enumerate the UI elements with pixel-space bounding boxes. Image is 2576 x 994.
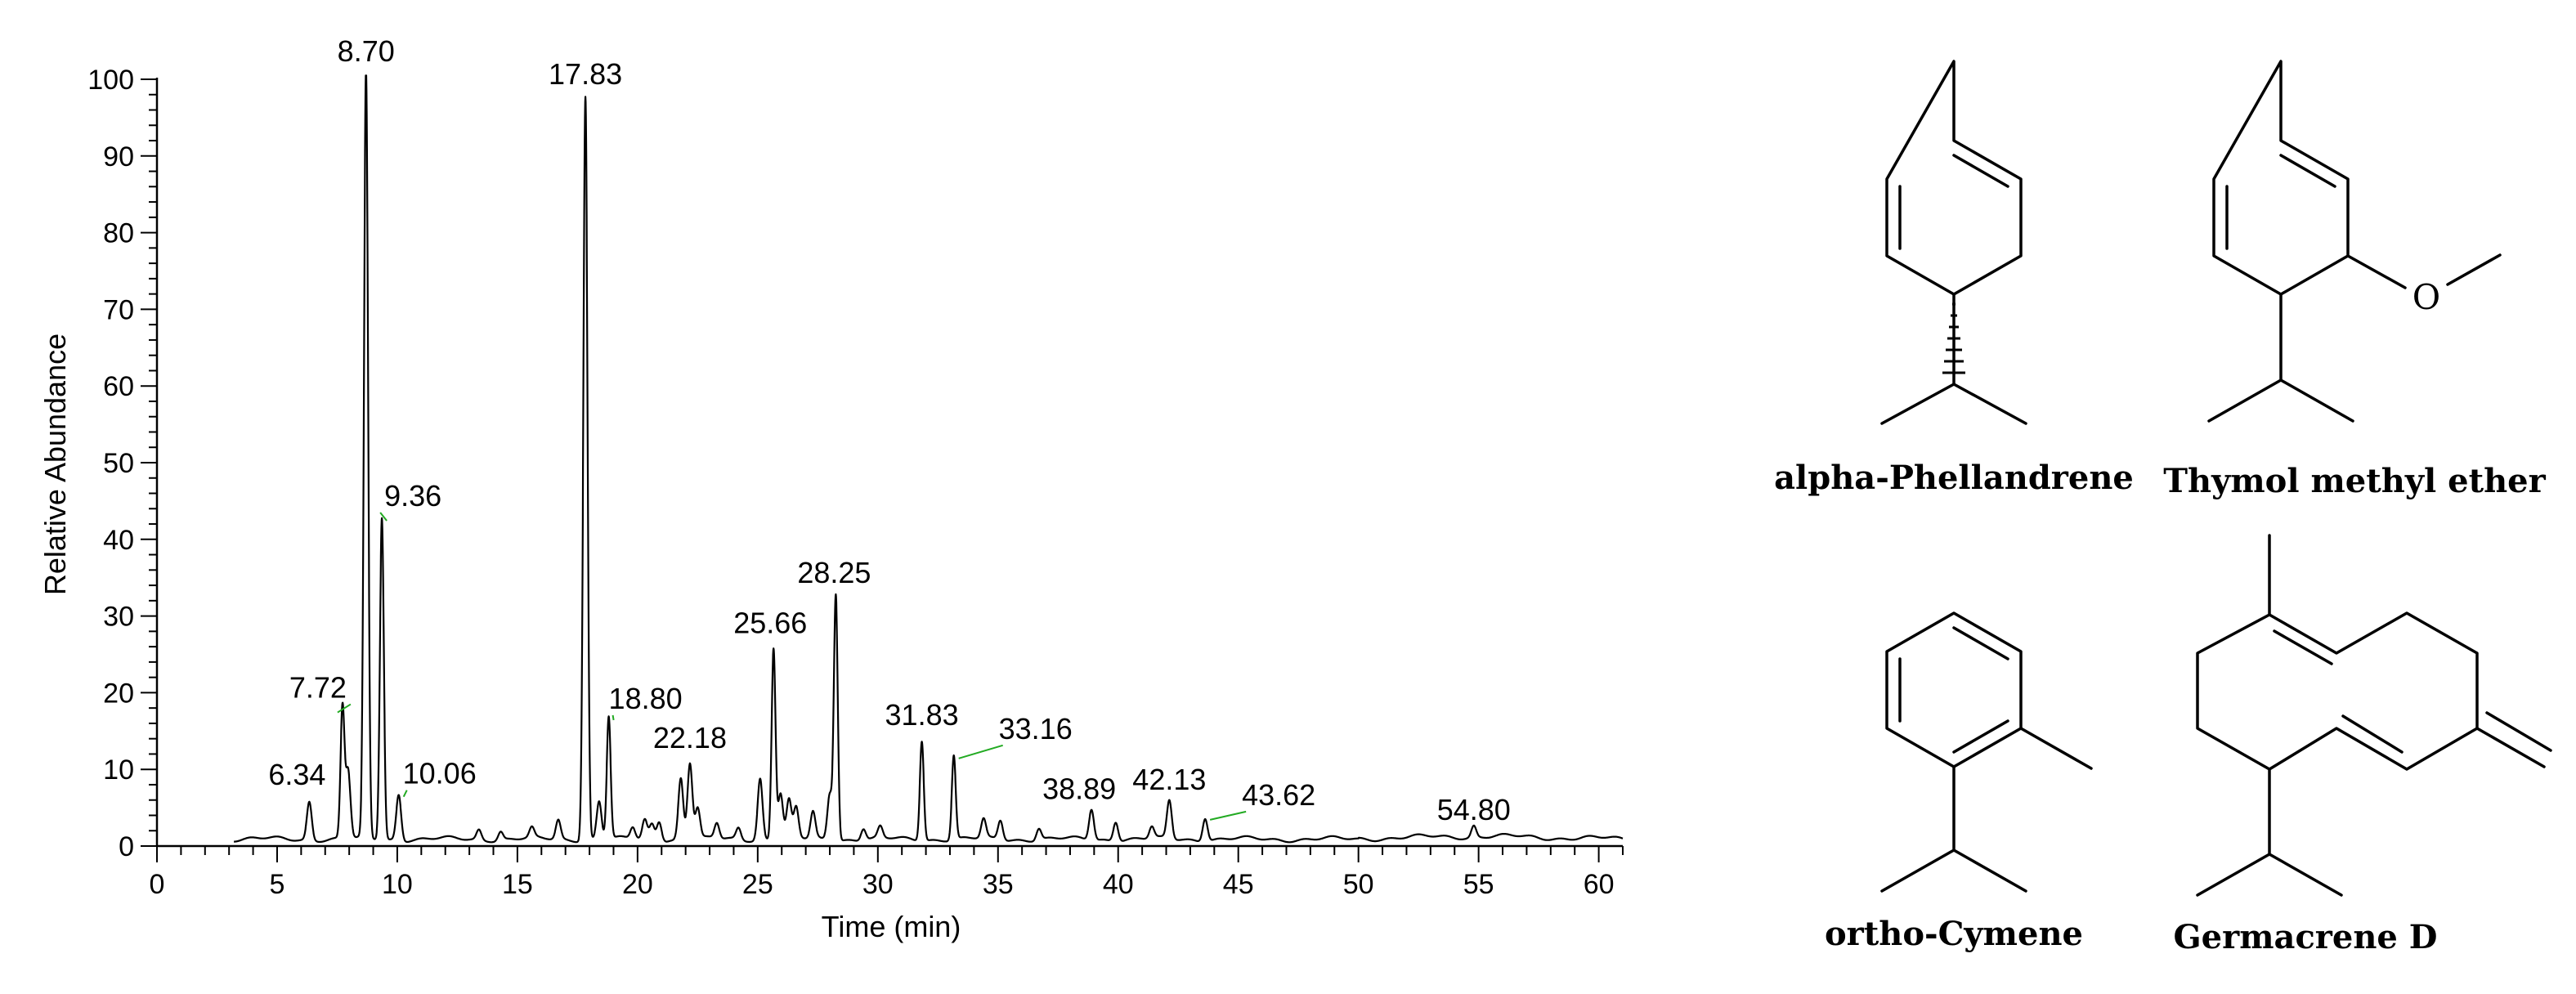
y-tick-label: 50 [103,448,134,479]
peak-label: 22.18 [653,721,727,754]
y-tick-label: 30 [103,602,134,633]
y-tick-label: 80 [103,218,134,249]
x-axis-title: Time (min) [822,910,961,943]
peak-leader-line [612,714,615,721]
y-tick-label: 90 [103,141,134,172]
x-tick-label: 10 [382,869,413,900]
x-tick-label: 5 [270,869,285,900]
peak-label: 28.25 [797,556,871,589]
chromatogram-trace [233,74,1624,844]
structure-ortho-cymene: ortho-Cymene [1825,611,2093,953]
x-tick-label: 60 [1584,869,1615,900]
structure-germacrene-d: Germacrene D [2174,534,2552,956]
y-axis-title: Relative Abundance [38,334,72,595]
peak-label: 33.16 [999,712,1073,746]
x-tick-label: 50 [1343,869,1374,900]
x-tick-label: 55 [1463,869,1494,900]
y-tick-label: 100 [87,65,134,96]
y-tick-label: 40 [103,525,134,556]
peak-labels: 6.34 7.72 8.70 9.36 10.06 17.83 18.80 22.18 25.6… [268,34,1510,826]
peak-label: 9.36 [384,479,441,513]
peak-label: 54.80 [1437,793,1511,826]
peak-leader-line [379,512,388,522]
y-axis: 0 10 20 30 40 50 60 70 80 90 100 [87,65,159,862]
x-tick-label: 35 [983,869,1014,900]
x-tick-label: 40 [1103,869,1134,900]
peak-label: 10.06 [403,757,477,790]
x-tick-label: 0 [150,869,165,900]
peak-leader-line [1209,810,1247,821]
chemical-structures: alpha-Phellandrene O Thymol methyl ether… [1774,60,2552,956]
x-tick-label: 15 [502,869,533,900]
x-tick-label: 30 [862,869,894,900]
structure-alpha-phellandrene: alpha-Phellandrene [1774,60,2134,497]
peak-label: 31.83 [885,698,959,732]
y-tick-label: 10 [103,754,134,786]
peak-label: 38.89 [1042,772,1116,805]
y-tick-label: 20 [103,678,134,709]
label-alpha-phellandrene: alpha-Phellandrene [1774,459,2134,497]
y-tick-label: 0 [119,831,134,862]
peak-label: 43.62 [1242,778,1315,812]
x-axis: 0 5 10 15 20 25 30 35 40 45 50 55 60 [150,844,1624,900]
oxygen-atom: O [2412,277,2440,317]
peak-leader-line [958,744,1003,759]
x-tick-label: 25 [742,869,773,900]
y-tick-label: 70 [103,294,134,325]
peak-label: 25.66 [733,607,807,640]
chromatogram-plot: 0 10 20 30 40 50 60 70 80 90 100 0 5 10 15 20 25 30 35 40 4… [38,34,1624,943]
peak-label: 7.72 [289,671,347,705]
y-tick-label: 60 [103,371,134,402]
peak-label: 17.83 [549,57,622,91]
structure-thymol-methyl-ether: O Thymol methyl ether [2163,60,2547,500]
x-tick-label: 45 [1223,869,1254,900]
peak-label: 42.13 [1132,763,1206,796]
label-ortho-cymene: ortho-Cymene [1825,915,2083,953]
peak-label: 6.34 [268,758,325,791]
peak-label: 8.70 [338,34,395,68]
wedge-hash-bond [1942,302,1965,374]
peak-leader-line [337,703,352,714]
x-tick-label: 20 [622,869,653,900]
peak-label: 18.80 [609,682,683,715]
label-germacrene-d: Germacrene D [2174,918,2438,956]
peak-leader-line [402,790,408,798]
label-thymol-methyl-ether: Thymol methyl ether [2163,462,2546,500]
